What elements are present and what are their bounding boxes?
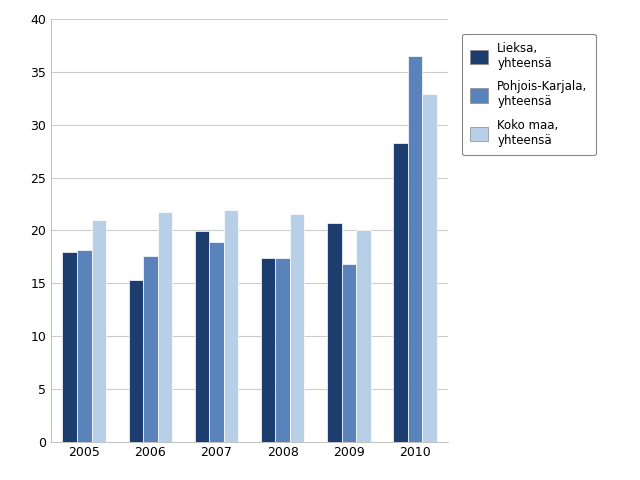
Bar bbox=[143, 256, 157, 442]
Bar bbox=[290, 214, 305, 442]
Bar bbox=[342, 264, 356, 442]
Bar bbox=[157, 213, 172, 442]
Bar bbox=[275, 258, 290, 442]
Bar bbox=[356, 230, 371, 442]
Bar bbox=[422, 94, 436, 442]
Bar bbox=[327, 223, 342, 442]
Legend: Lieksa,
yhteensä, Pohjois-Karjala,
yhteensä, Koko maa,
yhteensä: Lieksa, yhteensä, Pohjois-Karjala, yhtee… bbox=[462, 34, 596, 156]
Bar bbox=[393, 143, 408, 442]
Bar bbox=[77, 251, 92, 442]
Bar bbox=[209, 242, 224, 442]
Bar bbox=[195, 231, 209, 442]
Bar bbox=[129, 280, 143, 442]
Bar bbox=[92, 220, 106, 442]
Bar bbox=[224, 210, 238, 442]
Bar bbox=[408, 56, 422, 442]
Bar bbox=[63, 252, 77, 442]
Bar bbox=[261, 258, 275, 442]
